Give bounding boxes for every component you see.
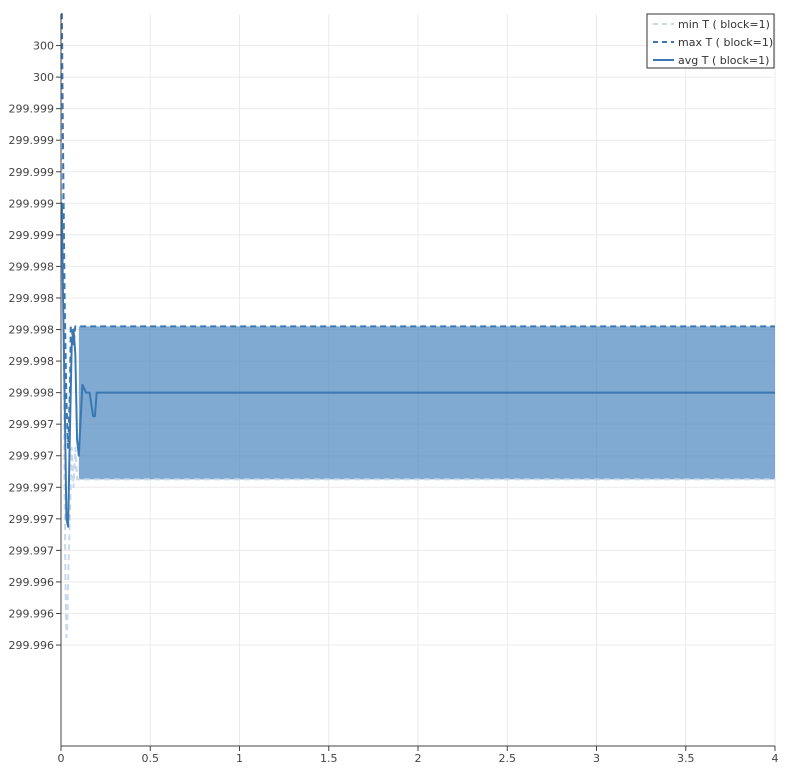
x-tick-label-0: 0 bbox=[58, 752, 65, 765]
x-tick-label-2: 1 bbox=[236, 752, 243, 765]
y-tick-label-13: 299.997 bbox=[9, 450, 55, 463]
y-tick-label-4: 299.999 bbox=[9, 166, 55, 179]
band-fill bbox=[78, 326, 776, 480]
legend-label-max-t: max T ( block=1) bbox=[678, 36, 773, 49]
x-tick-label-6: 3 bbox=[593, 752, 600, 765]
legend: min T ( block=1) max T ( block=1) avg T … bbox=[646, 13, 775, 69]
series-line-max-t bbox=[60, 13, 775, 449]
y-tick-label-0: 300 bbox=[33, 40, 54, 53]
axes: 0 0.5 1 1.5 2 2.5 3 3.5 4 300 300 299.999 299.999 299… bbox=[9, 14, 779, 765]
x-tick-label-3: 1.5 bbox=[320, 752, 338, 765]
y-tick-label-11: 299.998 bbox=[9, 387, 55, 400]
x-tick-label-8: 4 bbox=[772, 752, 779, 765]
y-tick-label-18: 299.996 bbox=[9, 607, 55, 620]
y-tick-label-1: 300 bbox=[33, 71, 54, 84]
x-tick-label-5: 2.5 bbox=[499, 752, 517, 765]
y-tick-label-7: 299.998 bbox=[9, 260, 55, 273]
x-tick-label-4: 2 bbox=[415, 752, 422, 765]
y-tick-label-5: 299.999 bbox=[9, 197, 55, 210]
y-tick-label-2: 299.999 bbox=[9, 103, 55, 116]
y-tick-label-6: 299.999 bbox=[9, 229, 55, 242]
y-tick-label-9: 299.998 bbox=[9, 324, 55, 337]
x-tick-label-1: 0.5 bbox=[142, 752, 160, 765]
x-tick-label-7: 3.5 bbox=[677, 752, 695, 765]
y-tick-label-19: 299.996 bbox=[9, 639, 55, 652]
y-tick-label-8: 299.998 bbox=[9, 292, 55, 305]
series-line-min-t bbox=[60, 13, 775, 639]
legend-label-avg-t: avg T ( block=1) bbox=[678, 54, 769, 67]
y-tick-label-17: 299.996 bbox=[9, 576, 55, 589]
y-tick-label-14: 299.997 bbox=[9, 481, 55, 494]
y-tick-label-16: 299.997 bbox=[9, 544, 55, 557]
series-lines bbox=[60, 13, 775, 639]
legend-label-min-t: min T ( block=1) bbox=[678, 18, 770, 31]
y-tick-label-3: 299.999 bbox=[9, 134, 55, 147]
series-line-avg-t bbox=[60, 202, 775, 528]
y-tick-label-12: 299.997 bbox=[9, 418, 55, 431]
min-max-band bbox=[78, 326, 776, 480]
y-tick-label-15: 299.997 bbox=[9, 513, 55, 526]
y-tick-label-10: 299.998 bbox=[9, 355, 55, 368]
